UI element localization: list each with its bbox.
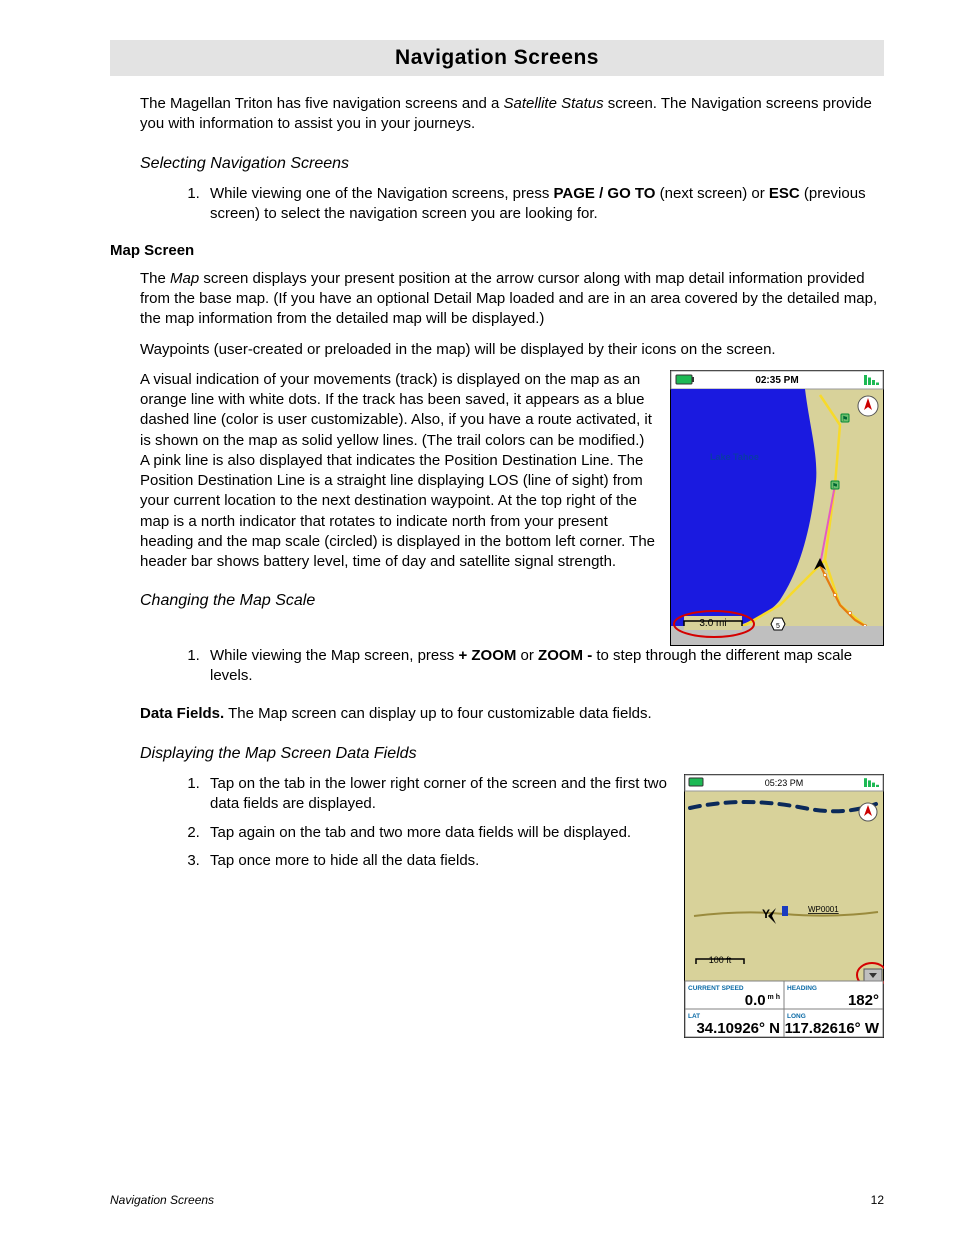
svg-text:LAT: LAT — [688, 1013, 700, 1020]
svg-text:3.0 mi: 3.0 mi — [699, 618, 726, 629]
display-step-3: Tap once more to hide all the data field… — [204, 851, 670, 871]
selecting-steps: While viewing one of the Navigation scre… — [140, 184, 884, 225]
svg-text:WP0001: WP0001 — [808, 905, 839, 914]
svg-text:05:23 PM: 05:23 PM — [765, 778, 804, 788]
footer-right: 12 — [871, 1193, 884, 1207]
map-p3: A visual indication of your movements (t… — [140, 370, 656, 573]
scale-steps: While viewing the Map screen, press + ZO… — [140, 646, 884, 687]
footer-left: Navigation Screens — [110, 1193, 214, 1207]
map-p2: Waypoints (user-created or preloaded in … — [140, 340, 884, 360]
scale-heading: Changing the Map Scale — [140, 590, 656, 612]
svg-text:CURRENT SPEED: CURRENT SPEED — [688, 985, 744, 992]
page-footer: Navigation Screens 12 — [110, 1193, 884, 1207]
display-step-2: Tap again on the tab and two more data f… — [204, 823, 670, 843]
display-steps: Tap on the tab in the lower right corner… — [140, 774, 670, 871]
svg-text:⚑: ⚑ — [832, 482, 838, 490]
svg-text:LONG: LONG — [787, 1013, 806, 1020]
page-content: The Magellan Triton has five navigation … — [110, 94, 884, 1038]
data-fields-paragraph: Data Fields. The Map screen can display … — [140, 704, 884, 724]
display-heading: Displaying the Map Screen Data Fields — [140, 743, 884, 765]
svg-text:100 ft: 100 ft — [709, 955, 732, 965]
figure-2: 05:23 PMWP0001Y100 ftCURRENT SPEED0.0 m … — [684, 774, 884, 1038]
svg-text:02:35 PM: 02:35 PM — [755, 375, 798, 386]
svg-text:117.82616° W: 117.82616° W — [785, 1020, 880, 1037]
map-heading: Map Screen — [110, 241, 884, 261]
svg-text:Y: Y — [762, 907, 770, 921]
page-title-bar: Navigation Screens — [110, 40, 884, 76]
page-title: Navigation Screens — [395, 46, 599, 69]
figure-1: 02:35 PM Lake Tahoe ⚑ ⚑ 3.0 mi 5 — [670, 370, 884, 646]
scale-step-1: While viewing the Map screen, press + ZO… — [204, 646, 884, 687]
map-detail-row: A visual indication of your movements (t… — [140, 370, 884, 646]
svg-text:5: 5 — [776, 623, 780, 630]
svg-text:34.10926° N: 34.10926° N — [696, 1020, 780, 1037]
svg-text:Lake Tahoe: Lake Tahoe — [710, 452, 759, 462]
selecting-heading: Selecting Navigation Screens — [140, 153, 884, 175]
page: Navigation Screens The Magellan Triton h… — [0, 0, 954, 1235]
selecting-step-1: While viewing one of the Navigation scre… — [204, 184, 884, 225]
map-p1: The Map screen displays your present pos… — [140, 269, 884, 330]
svg-text:182°: 182° — [848, 992, 879, 1009]
intro-paragraph: The Magellan Triton has five navigation … — [140, 94, 884, 135]
svg-text:⚑: ⚑ — [842, 415, 848, 423]
display-row: Tap on the tab in the lower right corner… — [140, 774, 884, 1038]
display-step-1: Tap on the tab in the lower right corner… — [204, 774, 670, 815]
svg-text:HEADING: HEADING — [787, 985, 817, 992]
